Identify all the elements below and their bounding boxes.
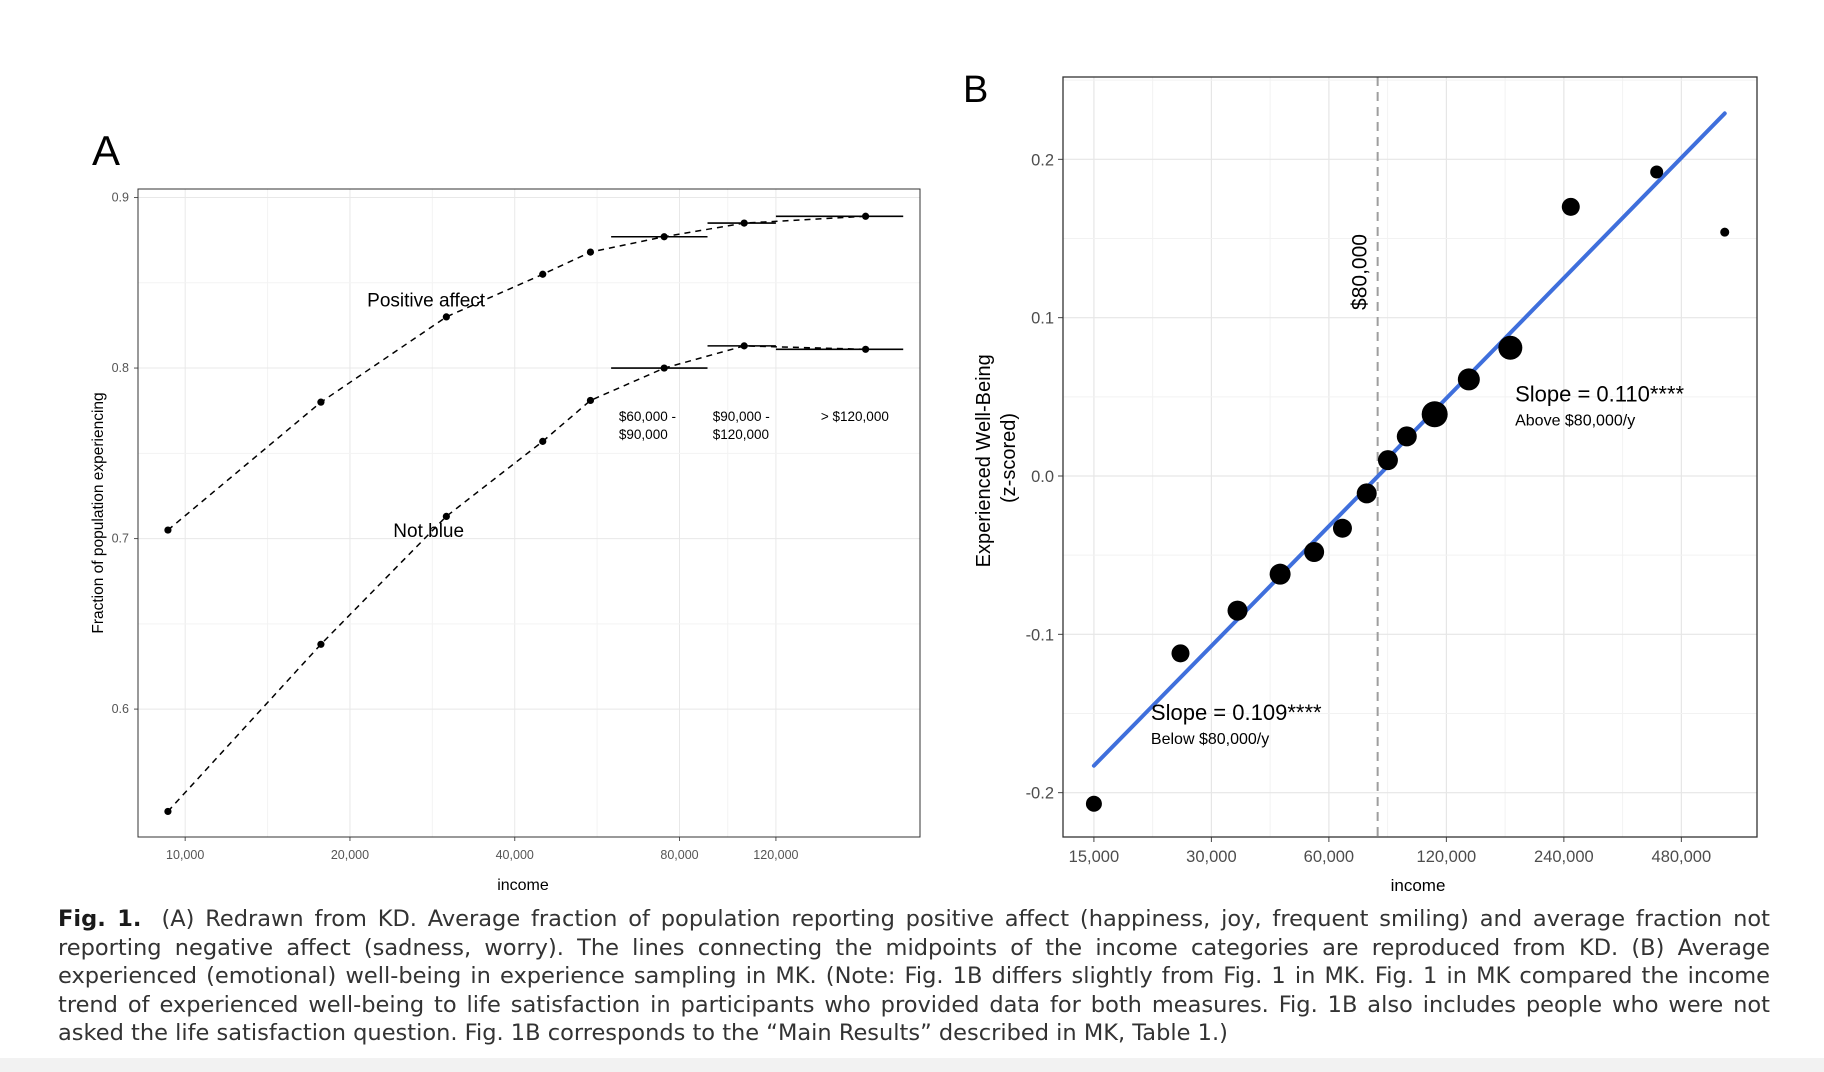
panel-b-ticks: 15,000 30,000 60,000 120,000 240,000 480,000 -… [1026,151,1712,866]
panel-a-data-point [861,212,870,220]
panel-b-slope-sublabel: Above $80,000/y [1515,413,1635,430]
figure-caption: Fig. 1. (A) Redrawn from KD. Average frac… [58,905,1770,1048]
panel-a-data-point [442,512,450,521]
panel-a-income-category-label: $90,000 - $120,000 [713,409,770,442]
panel-b-chart: B 15,000 30,000 60,000 120,000 240,000 480,00… [963,69,1758,895]
page-bottom-band [0,1058,1824,1072]
panel-a-grid [138,189,920,837]
panel-a-series-line [167,345,866,812]
panel-a-income-category-line: > $120,000 [821,409,889,424]
panel-a-plot-background [138,189,920,837]
panel-a-data-point [539,437,547,445]
panel-b-x-tick-label: 240,000 [1534,848,1594,866]
panel-b-x-tick-label: 30,000 [1186,848,1236,866]
panel-a-label: A [92,127,120,174]
panel-b-data-point [1720,227,1730,237]
panel-a-y-tick-label: 0.6 [112,702,129,716]
panel-a-data-point [740,219,748,227]
panel-b-x-axis-title: income [1391,876,1446,895]
panel-b-slope-label: Slope = 0.110**** [1515,382,1684,407]
panel-a-data-point [317,640,325,648]
panel-b-x-tick-label: 120,000 [1417,848,1477,866]
panel-b-y-axis-title-line-2: (z-scored) [998,413,1020,503]
panel-b-y-tick-label: 0.2 [1031,151,1054,169]
panel-a-data-point [660,364,668,372]
panel-b-data-point [1356,483,1377,504]
panel-b-y-tick-label: 0.0 [1031,468,1054,486]
panel-b-y-tick-label: -0.2 [1026,785,1054,803]
panel-a-data-point [586,396,595,405]
panel-b-y-tick-label: 0.1 [1031,310,1054,328]
panel-b-label: B [963,69,988,111]
panel-b-y-axis-title: Experienced Well-Being (z-scored) [973,349,1020,568]
panel-a-y-tick-label: 0.7 [112,532,129,546]
panel-a-data-point [740,342,748,350]
panel-a-data-point [164,526,172,534]
panel-b-data-point [1269,563,1291,585]
caption-text: (A) Redrawn from KD. Average fraction of… [58,906,1770,1047]
panel-a-x-axis-title: income [497,877,549,894]
panel-a-points [164,212,870,816]
panel-b-data-point [1304,542,1325,562]
panel-b-slope-label: Slope = 0.109**** [1151,700,1322,725]
caption-label: Fig. 1. [58,906,142,932]
panel-a-series-label: Positive affect [367,291,486,312]
panel-b-plot-border [1062,76,1758,838]
panel-a-income-category-line: $120,000 [713,427,769,442]
panel-a-data-point [164,807,172,816]
panel-b-data-point [1498,335,1523,360]
panel-b-data-point [1377,450,1398,471]
panel-a-income-category-line: $90,000 - [713,409,770,424]
panel-a-y-tick-label: 0.9 [112,191,129,205]
panel-a-series-label: Not blue [393,521,464,542]
panel-b-y-axis-title-line-1: Experienced Well-Being [973,354,995,567]
panel-a-chart: A 10,000 20,000 40,000 80,000 120,000 0.6 0.7 0… [90,127,921,894]
panel-a-data-point [442,313,450,321]
panel-b-data-point [1561,197,1580,216]
panel-a-x-tick-label: 20,000 [331,848,369,862]
panel-b-x-tick-label: 15,000 [1069,848,1119,866]
panel-b-threshold: $80,000 [1349,77,1379,837]
panel-b-data-point [1421,401,1448,428]
panel-a-y-tick-label: 0.8 [112,361,129,375]
panel-a-ticks: 10,000 20,000 40,000 80,000 120,000 0.6 0.7 0.8… [112,191,799,862]
panel-a-x-tick-label: 40,000 [496,848,534,862]
panel-b-x-tick-label: 60,000 [1304,848,1354,866]
panel-b-labels: Slope = 0.109**** Below $80,000/y Slope = … [1151,382,1685,748]
panel-a-data-point [861,345,870,353]
panel-a-data-point [539,270,547,278]
panel-b-plot-background [1063,77,1757,837]
panel-b-x-tick-label: 480,000 [1652,848,1712,866]
panel-a-income-category-label: > $120,000 [821,409,889,424]
panel-b-fit-line [1383,111,1727,463]
panel-b-data-point [1171,644,1190,663]
panel-b-data-point [1650,165,1664,179]
panel-a-x-tick-label: 120,000 [753,848,798,862]
figure: A 10,000 20,000 40,000 80,000 120,000 0.6 0.7 0… [90,69,1758,895]
panel-a-income-category-line: $60,000 - [619,409,676,424]
panel-a-series-line [167,215,866,531]
panel-a-plot-border [137,188,921,838]
panel-a-data-point [317,398,325,406]
panel-a-series-lines [167,215,866,812]
panel-b-y-tick-label: -0.1 [1026,626,1054,644]
panel-b-data-point [1396,426,1417,447]
panel-a-x-tick-label: 10,000 [166,848,204,862]
panel-a-income-category-line: $90,000 [619,427,668,442]
panel-b-data-point [1332,518,1352,538]
panel-a-data-point [660,233,668,241]
panel-b-threshold-label: $80,000 [1349,234,1372,310]
panel-a-data-point [586,248,595,256]
panel-b-slope-sublabel: Below $80,000/y [1151,731,1269,748]
panel-a-income-category-label: $60,000 - $90,000 [619,409,676,442]
panel-b-data-point [1227,600,1248,621]
panel-b-data-point [1457,368,1480,391]
panel-b-data-point [1085,795,1102,812]
panel-a-y-axis-title: Fraction of population experiencing [90,392,107,633]
panel-a-x-tick-label: 80,000 [660,848,698,862]
panel-b-points [1085,165,1730,812]
